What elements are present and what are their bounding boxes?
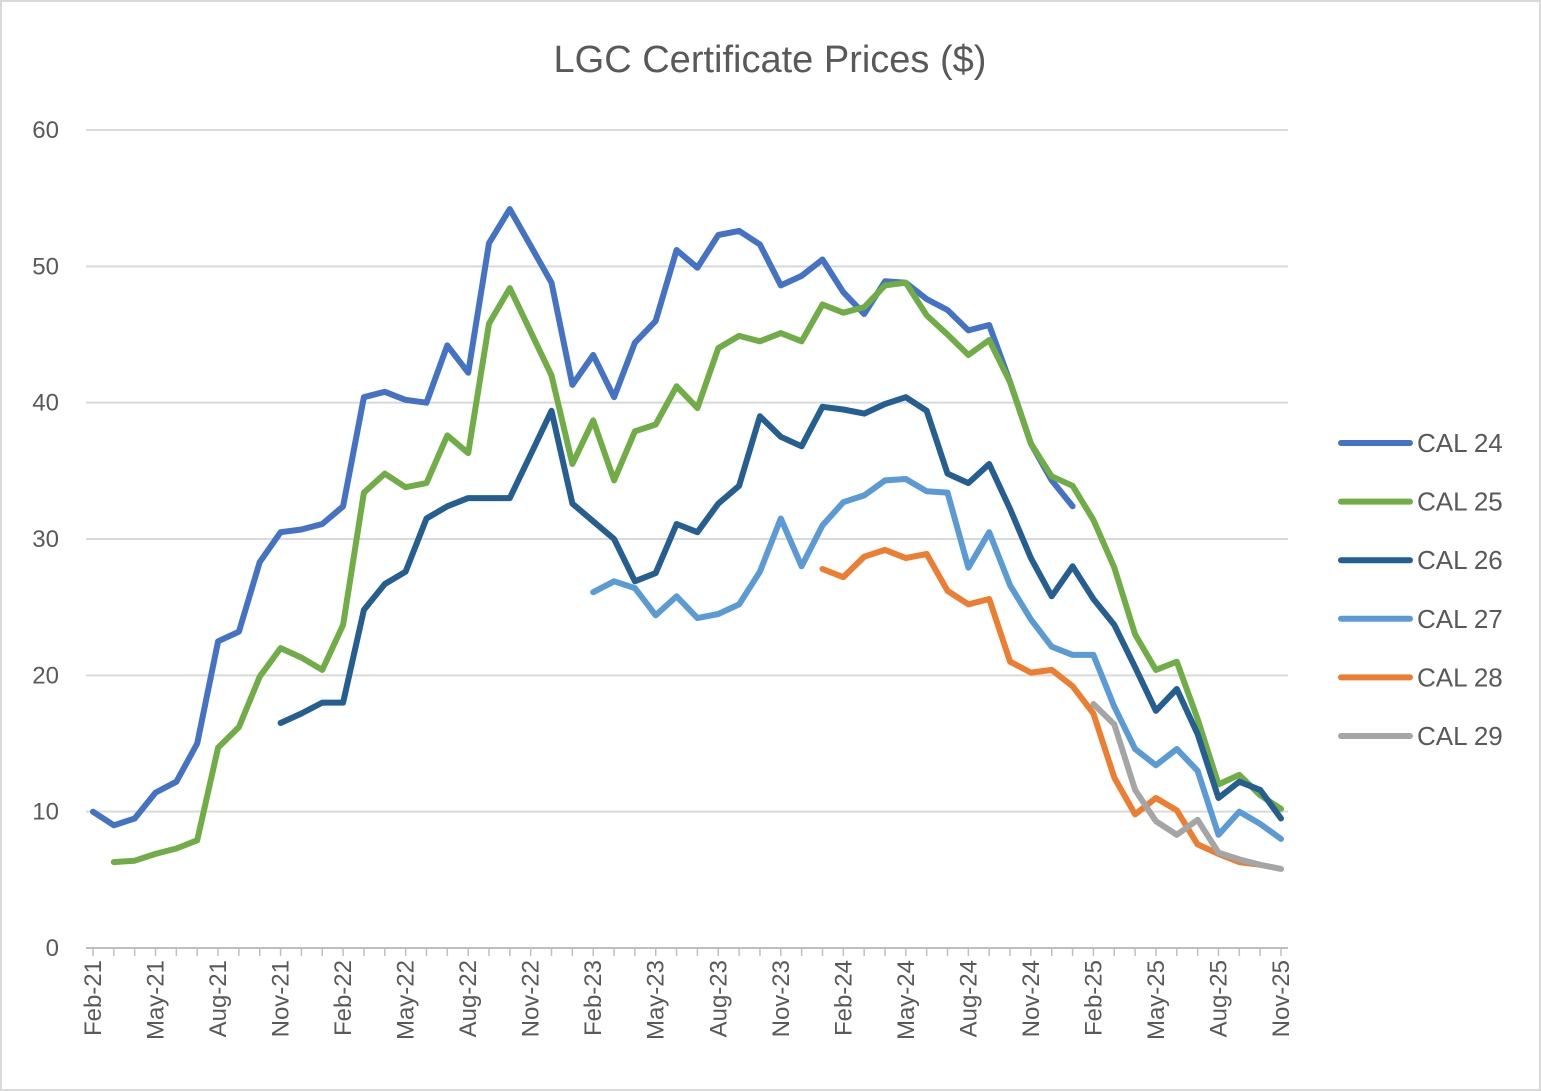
series-lines	[90, 206, 1284, 872]
x-tick-label: Aug-21	[205, 960, 232, 1037]
y-tick-label: 10	[32, 799, 59, 826]
x-tick-label: May-23	[643, 960, 670, 1040]
x-tick-label: Feb-25	[1080, 960, 1107, 1036]
x-tick-label: Feb-22	[330, 960, 357, 1036]
x-tick-label: May-21	[143, 960, 170, 1040]
legend: CAL 24 CAL 25 CAL 26 CAL 27 CAL 28 CAL 29	[1338, 428, 1503, 751]
x-tick-label: Feb-24	[830, 960, 857, 1036]
x-tick-label: May-22	[393, 960, 420, 1040]
x-tick-label: Nov-23	[768, 960, 795, 1037]
x-tick-label: Feb-21	[80, 960, 107, 1036]
legend-label: CAL 27	[1417, 604, 1503, 634]
legend-label: CAL 24	[1417, 428, 1503, 458]
x-tick-label: Feb-23	[580, 960, 607, 1036]
gridlines	[86, 129, 1288, 813]
y-tick-label: 40	[32, 390, 59, 417]
x-tick-label: May-24	[893, 960, 920, 1040]
series-line-cal-29	[1090, 701, 1284, 872]
y-tick-label: 60	[32, 117, 59, 144]
x-tick-label: Nov-25	[1268, 960, 1295, 1037]
x-tick-label: Nov-21	[268, 960, 295, 1037]
legend-label: CAL 26	[1417, 545, 1503, 575]
x-tick-label: Aug-24	[955, 960, 982, 1037]
series-line-cal-24	[90, 206, 1076, 829]
series-line-cal-26	[277, 394, 1284, 822]
x-tick-label: Aug-25	[1205, 960, 1232, 1037]
y-axis-ticks: 0 10 20 30 40 50 60	[32, 117, 59, 962]
y-tick-label: 20	[32, 662, 59, 689]
legend-label: CAL 25	[1417, 487, 1503, 517]
y-tick-label: 30	[32, 526, 59, 553]
x-axis: Feb-21 May-21 Aug-21 Nov-21 Feb-22 May-22 Aug-…	[80, 947, 1295, 1040]
y-tick-label: 0	[46, 935, 59, 962]
y-tick-label: 50	[32, 253, 59, 280]
legend-label: CAL 29	[1417, 721, 1503, 751]
chart-title: LGC Certificate Prices ($)	[554, 39, 987, 81]
x-tick-label: Nov-22	[518, 960, 545, 1037]
x-tick-label: Aug-23	[705, 960, 732, 1037]
x-tick-label: Nov-24	[1018, 960, 1045, 1037]
series-line-cal-25	[110, 279, 1284, 866]
series-line-cal-27	[590, 476, 1284, 842]
legend-label: CAL 28	[1417, 662, 1503, 692]
x-tick-label: May-25	[1143, 960, 1170, 1040]
x-tick-label: Aug-22	[455, 960, 482, 1037]
